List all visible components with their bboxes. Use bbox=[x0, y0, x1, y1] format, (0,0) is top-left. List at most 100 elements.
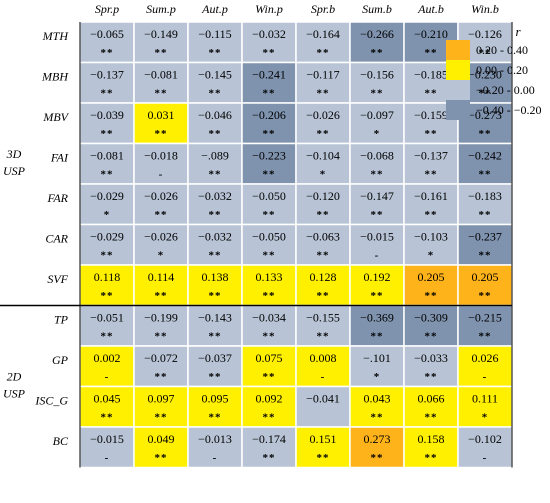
heatmap-cell bbox=[457, 345, 513, 388]
cell-significance: ** bbox=[317, 290, 330, 302]
cell-significance: ** bbox=[263, 371, 276, 383]
cell-significance: * bbox=[374, 128, 381, 140]
legend-swatch bbox=[446, 80, 470, 100]
cell-significance: ** bbox=[479, 47, 492, 59]
heatmap-cell bbox=[241, 426, 297, 469]
heatmap-cell bbox=[403, 183, 459, 226]
cell-significance: ** bbox=[209, 290, 222, 302]
cell-significance: ** bbox=[317, 250, 330, 262]
cell-value: 0.114 bbox=[148, 270, 175, 284]
legend-title: r bbox=[515, 24, 521, 39]
row-label: MTH bbox=[42, 29, 70, 43]
cell-value: 0.008 bbox=[310, 351, 337, 365]
cell-value: −0.032 bbox=[198, 189, 232, 203]
cell-significance: ** bbox=[263, 209, 276, 221]
cell-significance: ** bbox=[263, 412, 276, 424]
cell-significance: ** bbox=[371, 209, 384, 221]
cell-significance: ** bbox=[479, 169, 492, 181]
heatmap-cell bbox=[295, 426, 351, 469]
cell-value: −0.174 bbox=[252, 432, 286, 446]
cell-significance: ** bbox=[101, 47, 114, 59]
cell-value: −0.199 bbox=[144, 311, 178, 325]
cell-value: −0.137 bbox=[90, 68, 124, 82]
cell-value: −0.039 bbox=[90, 108, 124, 122]
cell-value: 0.075 bbox=[256, 351, 283, 365]
heatmap-cell bbox=[295, 304, 351, 347]
cell-value: 0.205 bbox=[472, 270, 499, 284]
column-label: Spr.p bbox=[95, 2, 119, 16]
cell-significance: ** bbox=[317, 88, 330, 100]
cell-value: −0.051 bbox=[90, 311, 124, 325]
heatmap-cell bbox=[295, 183, 351, 226]
row-label: FAR bbox=[47, 191, 69, 205]
cell-value: −0.115 bbox=[198, 27, 231, 41]
cell-value: −0.161 bbox=[414, 189, 448, 203]
cell-significance: ** bbox=[209, 169, 222, 181]
cell-significance: ** bbox=[263, 88, 276, 100]
cell-significance: - bbox=[483, 452, 488, 464]
cell-significance: ** bbox=[425, 371, 438, 383]
cell-significance: ** bbox=[371, 290, 384, 302]
cell-value: −0.102 bbox=[468, 432, 502, 446]
heatmap-cell bbox=[79, 426, 135, 469]
cell-value: −0.156 bbox=[360, 68, 394, 82]
cell-value: −0.183 bbox=[468, 189, 502, 203]
group-labels: 3D USP 2D USP bbox=[3, 147, 26, 401]
cell-significance: ** bbox=[479, 331, 492, 343]
cell-significance: ** bbox=[263, 128, 276, 140]
row-label: GP bbox=[52, 353, 69, 367]
cell-value: −0.206 bbox=[252, 108, 286, 122]
cell-value: −0.033 bbox=[414, 351, 448, 365]
heatmap-cell bbox=[187, 345, 243, 388]
cell-value: −0.369 bbox=[360, 311, 394, 325]
cell-significance: - bbox=[321, 371, 326, 383]
heatmap-cell bbox=[403, 142, 459, 185]
cell-value: −0.145 bbox=[198, 68, 232, 82]
cell-value: −0.241 bbox=[252, 68, 286, 82]
cell-significance: ** bbox=[425, 452, 438, 464]
cell-significance: ** bbox=[317, 209, 330, 221]
cell-value: 0.151 bbox=[310, 432, 337, 446]
cell-value: −0.104 bbox=[306, 149, 340, 163]
legend-swatch bbox=[446, 60, 470, 80]
heatmap-cell bbox=[403, 385, 459, 428]
cell-significance: ** bbox=[371, 169, 384, 181]
cell-value: −0.223 bbox=[252, 149, 286, 163]
cell-value: −0.046 bbox=[198, 108, 232, 122]
heatmap-cell bbox=[187, 183, 243, 226]
cell-significance: - bbox=[105, 371, 110, 383]
cell-value: 0.111 bbox=[472, 392, 498, 406]
cell-significance: - bbox=[213, 452, 218, 464]
cell-value: 0.049 bbox=[148, 432, 175, 446]
column-label: Aut.p bbox=[201, 2, 228, 16]
cell-value: 0.128 bbox=[310, 270, 337, 284]
cell-significance: * bbox=[482, 412, 489, 424]
heatmap-cell bbox=[295, 385, 351, 428]
heatmap-cell bbox=[403, 223, 459, 266]
cell-value: −0.032 bbox=[252, 27, 286, 41]
cell-value: −0.185 bbox=[414, 68, 448, 82]
cell-value: −0.063 bbox=[306, 230, 340, 244]
cell-value: −0.050 bbox=[252, 189, 286, 203]
heatmap-cell bbox=[403, 304, 459, 347]
row-label: TP bbox=[54, 313, 69, 327]
cell-significance: ** bbox=[425, 290, 438, 302]
cell-value: −0.018 bbox=[144, 149, 178, 163]
cell-value: −0.029 bbox=[90, 189, 124, 203]
heatmap-cell bbox=[241, 102, 297, 145]
cell-significance: ** bbox=[371, 412, 384, 424]
cell-value: −0.068 bbox=[360, 149, 394, 163]
cell-significance: ** bbox=[101, 331, 114, 343]
cell-significance: ** bbox=[209, 47, 222, 59]
cell-significance: ** bbox=[425, 331, 438, 343]
heatmap-cell bbox=[187, 385, 243, 428]
cell-value: 0.045 bbox=[94, 392, 121, 406]
cell-significance: ** bbox=[317, 47, 330, 59]
cell-value: −.101 bbox=[363, 351, 391, 365]
cell-value: −0.230 bbox=[468, 68, 502, 82]
heatmap-cell bbox=[241, 385, 297, 428]
cell-value: −0.013 bbox=[198, 432, 232, 446]
cell-value: −0.147 bbox=[360, 189, 394, 203]
heatmap-cell bbox=[241, 264, 297, 307]
row-labels: MTH MBH MBV FAI FAR CAR SVF TP GP ISC_G BC bbox=[34, 29, 69, 448]
